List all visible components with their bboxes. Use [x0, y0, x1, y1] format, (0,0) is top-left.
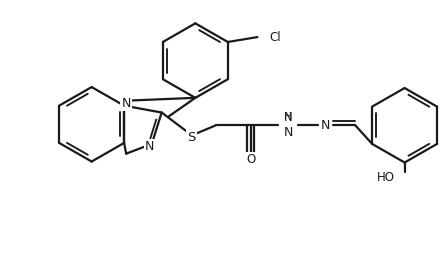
Text: N: N: [145, 140, 155, 153]
Text: N: N: [321, 119, 330, 132]
Text: HO: HO: [377, 171, 395, 184]
Text: Cl: Cl: [270, 30, 281, 43]
Text: H: H: [284, 112, 292, 122]
Text: N: N: [284, 111, 293, 124]
Text: O: O: [246, 153, 255, 166]
Text: N: N: [122, 97, 131, 110]
Text: N: N: [283, 126, 293, 139]
Text: H: H: [284, 125, 292, 135]
Text: S: S: [187, 130, 195, 143]
